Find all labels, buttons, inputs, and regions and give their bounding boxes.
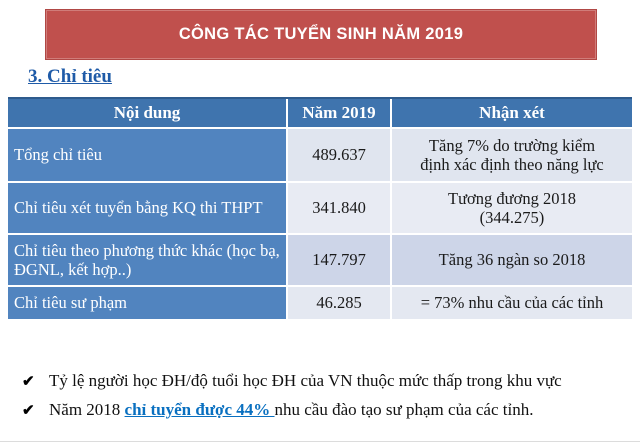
table-header-noi-dung: Nội dung bbox=[8, 99, 286, 127]
table-header-nam-2019: Năm 2019 bbox=[288, 99, 390, 127]
section-heading: 3. Chỉ tiêu bbox=[28, 66, 112, 87]
table-row-comment: Tăng 7% do trường kiểm định xác định the… bbox=[392, 129, 632, 181]
inline-link-44-percent[interactable]: chỉ tuyển được 44% bbox=[124, 400, 275, 419]
bullet-item: ✔ Năm 2018 chỉ tuyển được 44% nhu cầu đà… bbox=[22, 400, 622, 420]
table-row-value: 489.637 bbox=[288, 129, 390, 181]
bullet-text: Tỷ lệ người học ĐH/độ tuổi học ĐH của VN… bbox=[49, 371, 562, 390]
admissions-table: Nội dung Năm 2019 Nhận xét Tổng chỉ tiêu… bbox=[8, 97, 632, 319]
checkmark-icon: ✔ bbox=[22, 403, 35, 419]
table-row-label: Chỉ tiêu xét tuyển bằng KQ thi THPT bbox=[8, 183, 286, 233]
table-row-label: Chỉ tiêu sư phạm bbox=[8, 287, 286, 319]
table-header-nhan-xet: Nhận xét bbox=[392, 99, 632, 127]
slide-bottom-edge bbox=[0, 441, 640, 442]
bullet-item: ✔ Tỷ lệ người học ĐH/độ tuổi học ĐH của … bbox=[22, 371, 622, 391]
checkmark-icon: ✔ bbox=[22, 374, 35, 390]
table-row-label: Tổng chỉ tiêu bbox=[8, 129, 286, 181]
table-row-value: 341.840 bbox=[288, 183, 390, 233]
bullet-list: ✔ Tỷ lệ người học ĐH/độ tuổi học ĐH của … bbox=[22, 371, 622, 429]
table-row-label: Chỉ tiêu theo phương thức khác (học bạ, … bbox=[8, 235, 286, 285]
slide-title: CÔNG TÁC TUYỂN SINH NĂM 2019 bbox=[178, 25, 464, 43]
bullet-text: Năm 2018 chỉ tuyển được 44% nhu cầu đào … bbox=[49, 400, 533, 420]
table-row-value: 147.797 bbox=[288, 235, 390, 285]
table-row-comment: Tăng 36 ngàn so 2018 bbox=[392, 235, 632, 285]
bullet-text-suffix: nhu cầu đào tạo sư phạm của các tỉnh. bbox=[274, 400, 534, 419]
table-row-value: 46.285 bbox=[288, 287, 390, 319]
table-row-comment: Tương đương 2018 (344.275) bbox=[392, 183, 632, 233]
table-row-comment: = 73% nhu cầu của các tỉnh bbox=[392, 287, 632, 319]
title-banner: CÔNG TÁC TUYỂN SINH NĂM 2019 bbox=[45, 9, 597, 60]
bullet-text-prefix: Năm 2018 bbox=[49, 400, 125, 419]
